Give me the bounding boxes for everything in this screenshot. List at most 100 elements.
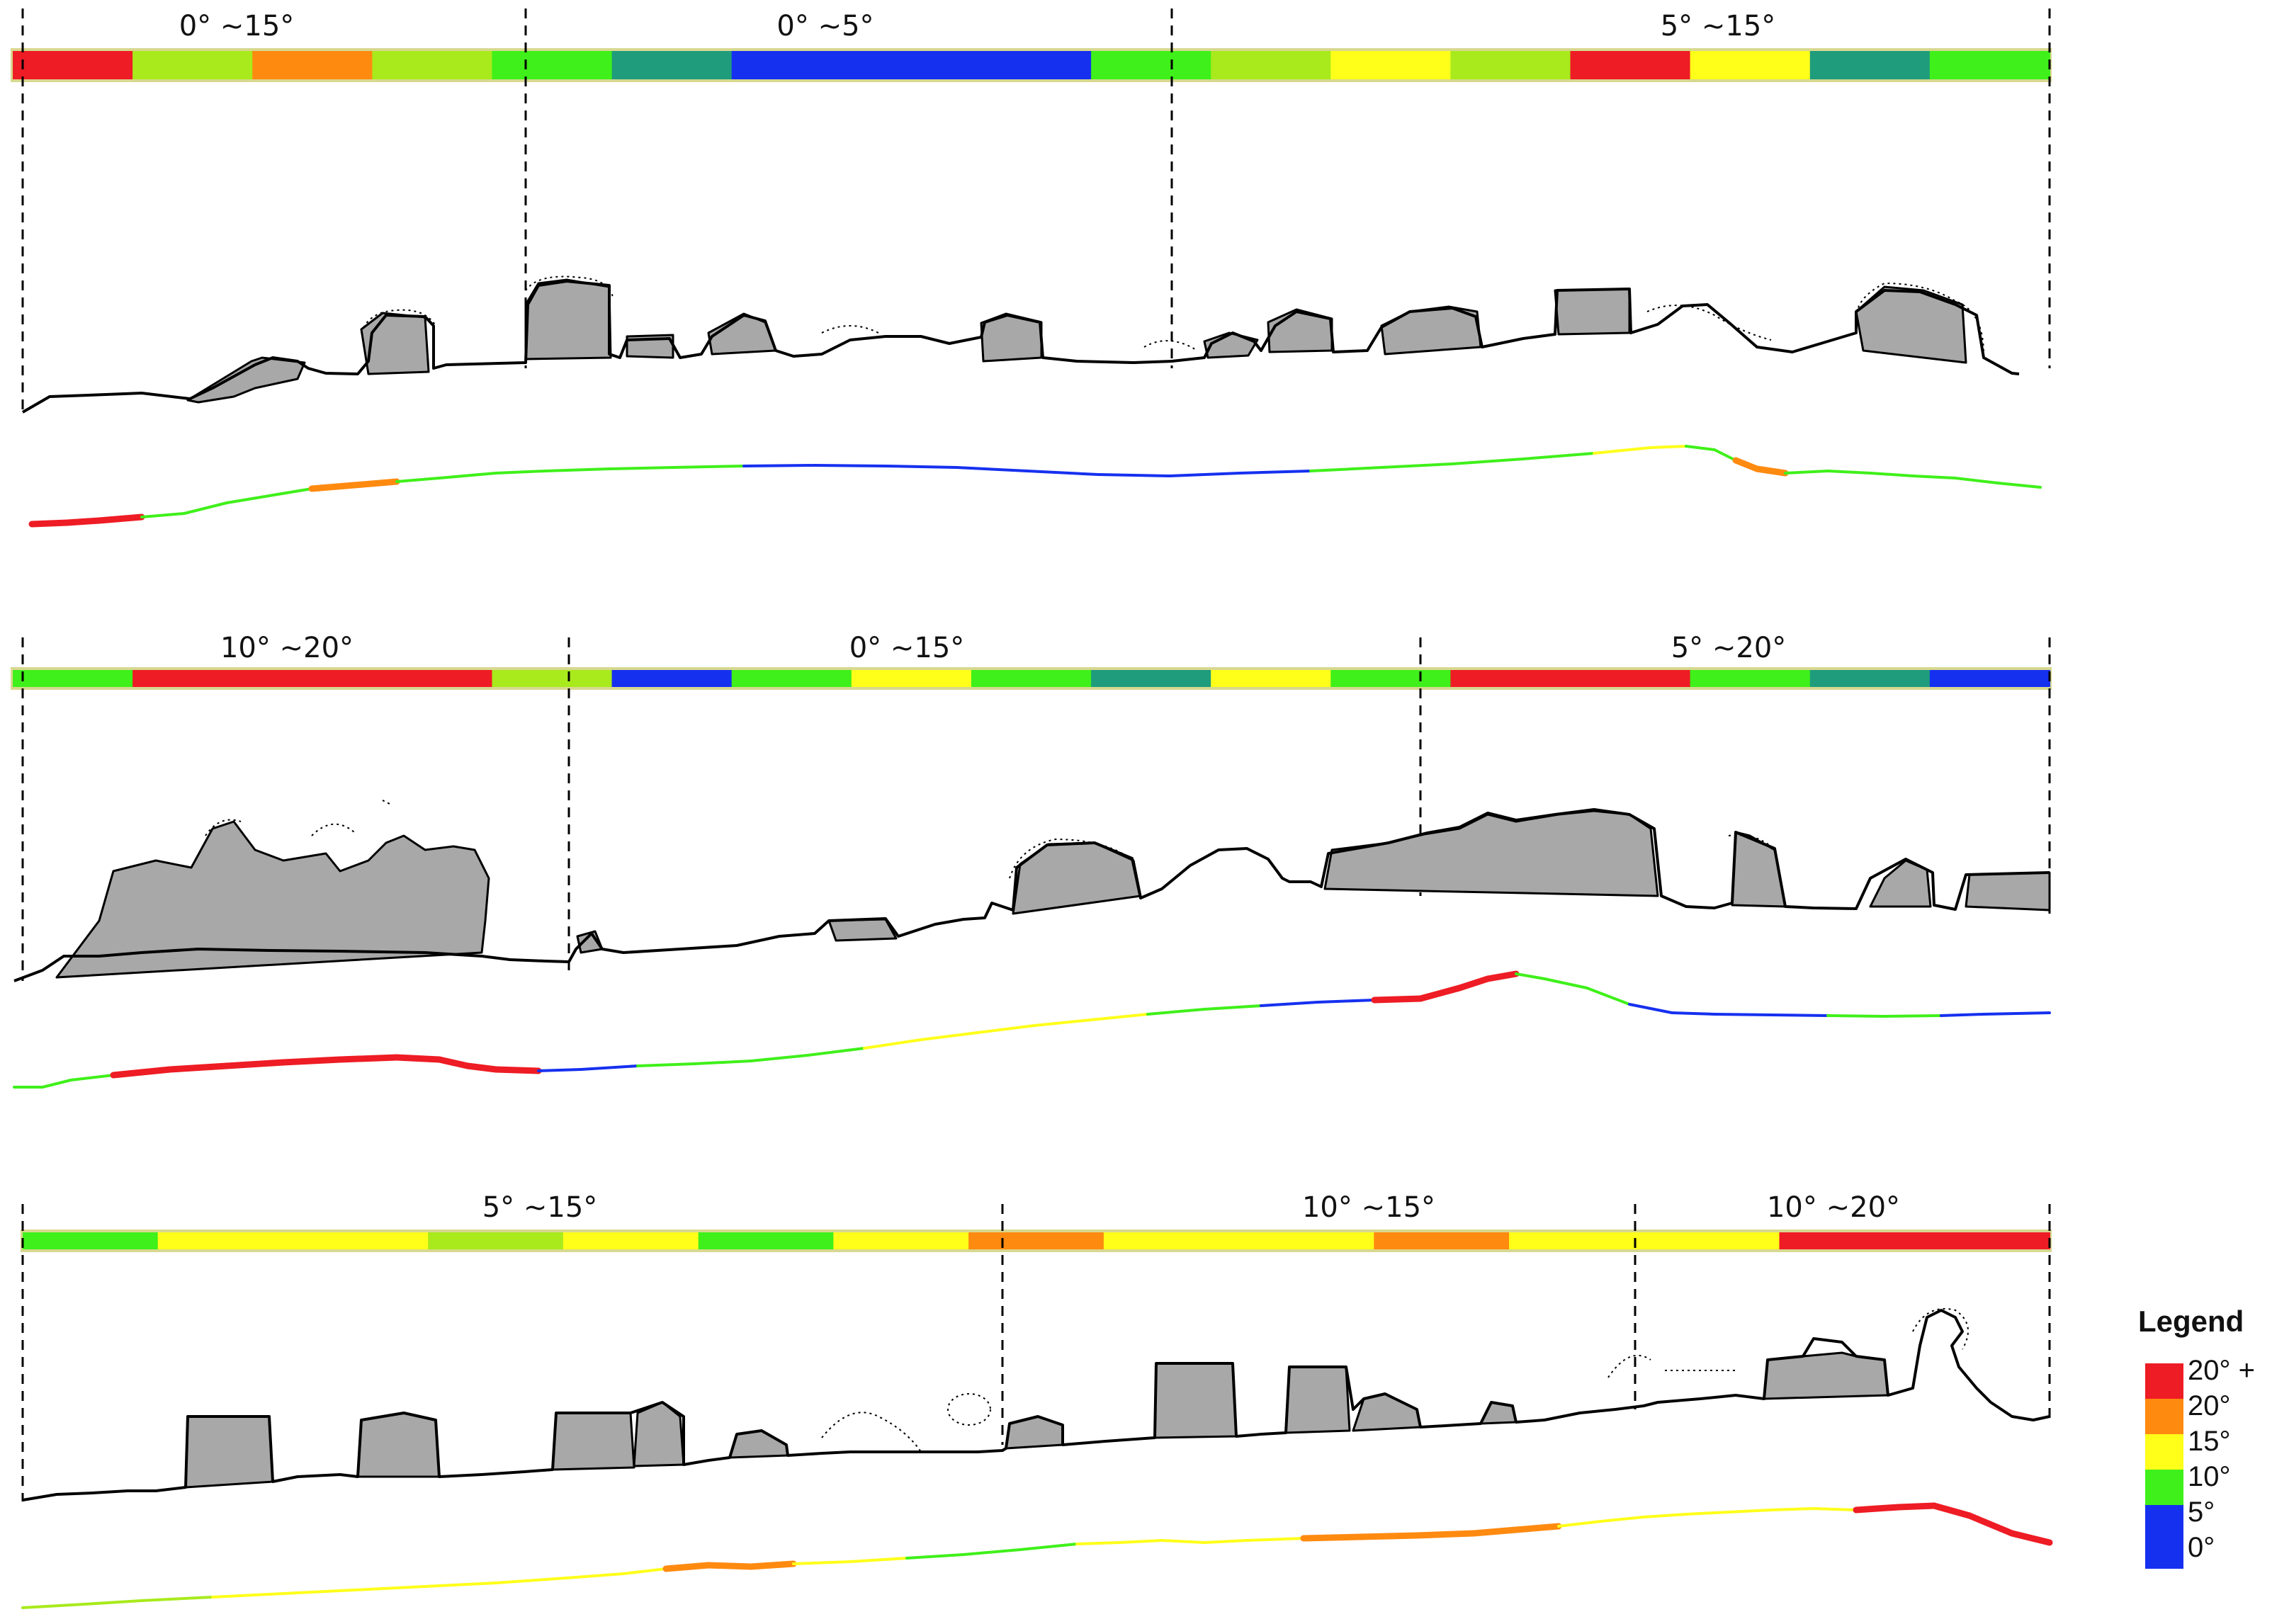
- bar-cell: [1091, 670, 1212, 687]
- bar-cell: [1570, 51, 1691, 79]
- bar-cell: [1450, 670, 1571, 687]
- profile-segment: [1260, 1001, 1319, 1007]
- bar-cell: [971, 51, 1092, 79]
- profile-segment: [424, 1582, 497, 1588]
- legend-label: 5°: [2188, 1497, 2215, 1528]
- canopy-outline: [1912, 1308, 1969, 1350]
- building-block: [524, 278, 612, 360]
- bar-cell: [428, 1232, 564, 1249]
- profile-segment: [282, 1589, 356, 1595]
- profile-segment: [1685, 445, 1716, 451]
- bar-cell: [492, 51, 613, 79]
- profile-segment: [580, 1064, 639, 1071]
- slope-profile-line: [28, 445, 2042, 528]
- legend-title: Legend: [2138, 1305, 2244, 1338]
- bar-cell: [293, 1232, 429, 1249]
- segment-label: 10° ~15°: [1302, 1191, 1435, 1224]
- profile-segment: [849, 1557, 908, 1563]
- profile-segment: [1160, 1539, 1206, 1544]
- segment-label: 5° ~15°: [1661, 10, 1776, 42]
- legend-label: 20°: [2188, 1390, 2231, 1421]
- profile-segment: [863, 1038, 922, 1050]
- bar-cell: [1509, 1232, 1645, 1249]
- profile-segment: [28, 519, 71, 528]
- bar-cell: [492, 670, 613, 687]
- bar-cell: [1374, 1232, 1510, 1249]
- profile-segment: [1812, 1507, 1858, 1511]
- bar-cell: [132, 51, 254, 79]
- panel-3: 5° ~15° 10° ~15° 10° ~20°: [21, 1191, 2053, 1609]
- profile-segment: [353, 1585, 426, 1591]
- bar-cell: [563, 1232, 699, 1249]
- profile-segment: [1026, 470, 1100, 476]
- building-block: [1965, 871, 2051, 912]
- profile-segment: [747, 1560, 797, 1570]
- bar-cell: [698, 1232, 835, 1249]
- segment-dividers: [21, 8, 2051, 414]
- bar-cell: [1238, 1232, 1375, 1249]
- bar-cell: [1091, 51, 1212, 79]
- profile-segment: [1245, 1537, 1305, 1542]
- profile-segment: [1470, 1526, 1520, 1537]
- profile-segment: [1713, 1013, 1773, 1016]
- slope-color-bar: [21, 1230, 2052, 1252]
- building-block: [356, 1412, 441, 1478]
- profile-segment: [166, 1062, 230, 1073]
- profile-segment: [1713, 448, 1737, 462]
- bar-cell: [611, 51, 733, 79]
- profile-segment: [21, 1603, 86, 1609]
- profile-segment: [464, 1062, 499, 1073]
- profile-segment: [140, 512, 186, 518]
- profile-segment: [1300, 1533, 1364, 1542]
- profile-segment: [225, 494, 271, 504]
- bar-cell: [731, 670, 852, 687]
- building-block: [1203, 331, 1259, 359]
- profile-segment: [96, 513, 145, 524]
- profile-segment: [705, 1562, 754, 1570]
- terrain-outline: [13, 808, 2050, 982]
- panel-2: 10° ~20° 0° ~15° 5° ~20°: [11, 632, 2052, 1089]
- profile-segment: [1090, 1013, 1149, 1021]
- profile-segment: [1413, 1530, 1477, 1539]
- profile-segment: [2008, 1530, 2053, 1546]
- profile-segment: [537, 1068, 582, 1072]
- bar-cell: [157, 1232, 294, 1249]
- profile-segment: [672, 465, 745, 469]
- profile-segment: [64, 517, 103, 526]
- building-block: [55, 820, 490, 979]
- legend-swatch: [2145, 1434, 2183, 1471]
- profile-segment: [268, 487, 313, 497]
- profile-segment: [1238, 470, 1312, 475]
- canopy-outline: [525, 276, 614, 298]
- legend-swatch: [2145, 1505, 2183, 1542]
- bar-cell: [1211, 670, 1332, 687]
- profile-segment: [69, 1074, 115, 1081]
- bar-cell: [13, 51, 134, 79]
- profile-segment: [183, 501, 228, 515]
- canopy-outline: [821, 325, 879, 334]
- building-block: [827, 918, 898, 942]
- bar-cell: [1103, 1232, 1240, 1249]
- profile-segment: [1543, 977, 1588, 989]
- building-block: [1554, 288, 1631, 336]
- profile-segment: [1484, 970, 1520, 982]
- segment-label: 5° ~15°: [482, 1191, 598, 1224]
- profile-segment: [395, 477, 441, 483]
- profile-segment: [1982, 1011, 2051, 1016]
- canopy-outline: [361, 309, 436, 334]
- profile-segment: [1515, 972, 1546, 980]
- bar-cell: [1450, 51, 1571, 79]
- profile-segment: [1522, 452, 1595, 460]
- segment-dividers: [21, 637, 2051, 981]
- profile-segment: [1940, 1013, 1985, 1017]
- profile-segment: [492, 1066, 542, 1074]
- bar-cell: [1690, 51, 1811, 79]
- profile-segment: [1203, 1004, 1262, 1011]
- segment-label: 10° ~20°: [1767, 1191, 1900, 1224]
- profile-segment: [565, 1572, 625, 1579]
- profile-segment: [1931, 1502, 1973, 1519]
- profile-segment: [1671, 1011, 1716, 1016]
- building-section: [13, 800, 2051, 982]
- profile-segment: [884, 465, 958, 469]
